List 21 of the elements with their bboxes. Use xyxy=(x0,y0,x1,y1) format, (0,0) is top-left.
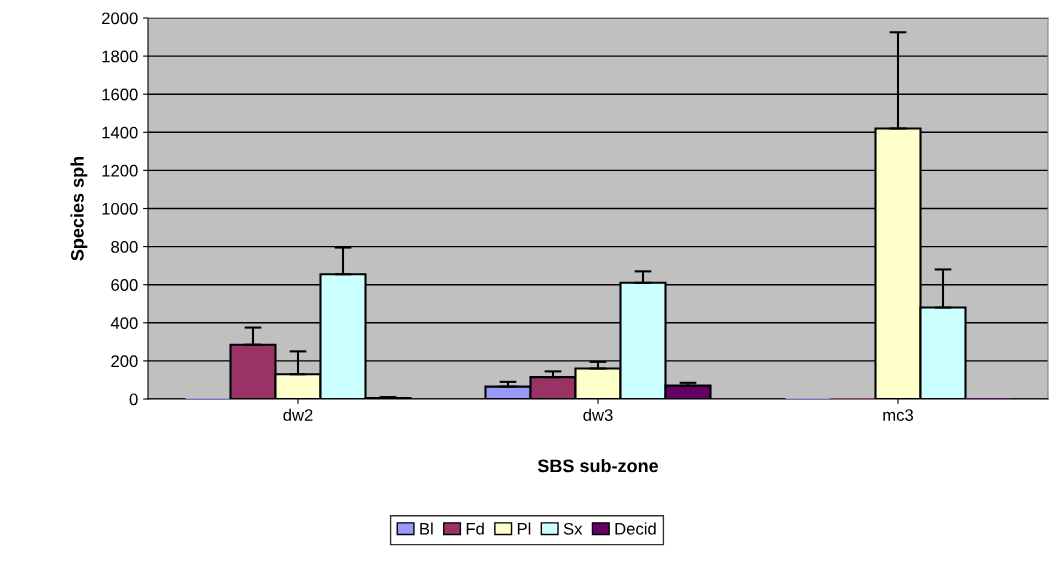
legend-label: Bl xyxy=(420,522,433,535)
y-tick-label: 1400 xyxy=(102,126,138,139)
y-tick-label: 600 xyxy=(111,279,138,291)
y-tick-label: 1600 xyxy=(102,88,138,101)
y-axis-title: Species sph xyxy=(70,156,88,261)
x-tick-label: mc3 xyxy=(883,409,914,421)
y-tick-label: 400 xyxy=(110,317,138,329)
legend-label: Decid xyxy=(615,522,656,535)
y-tick-label: 800 xyxy=(111,241,138,253)
y-tick-label: 200 xyxy=(111,355,138,368)
legend-label: Pl xyxy=(517,522,531,535)
y-tick-label: 0 xyxy=(129,393,138,406)
x-axis-title: SBS sub-zone xyxy=(537,458,659,473)
legend-label: Fd xyxy=(466,522,484,535)
legend-label: Sx xyxy=(563,522,583,535)
y-tick-label: 1800 xyxy=(102,50,138,63)
y-tick-label: 1000 xyxy=(102,202,138,215)
x-tick-label: dw3 xyxy=(583,408,613,421)
x-tick-label: dw2 xyxy=(283,408,313,421)
y-tick-label: 2000 xyxy=(102,12,138,25)
y-tick-label: 1200 xyxy=(102,164,138,177)
